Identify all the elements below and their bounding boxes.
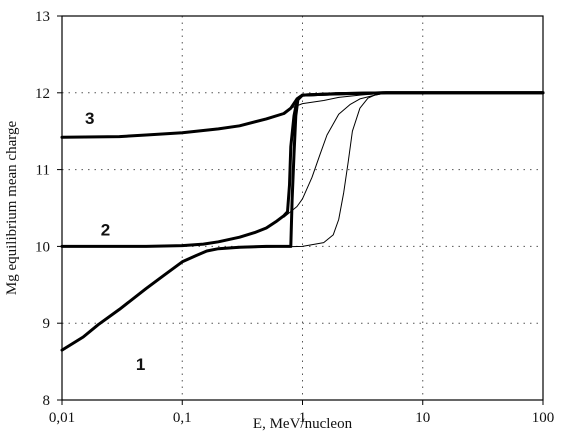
series-layer (60, 91, 545, 352)
series-line-6 (290, 92, 544, 109)
x-tick-label: 0,01 (49, 410, 75, 426)
x-tick-label: 100 (532, 410, 555, 426)
x-tick-label: 10 (415, 410, 430, 426)
series-line-5 (283, 92, 544, 218)
x-tick-label: 1 (299, 410, 307, 426)
series-line-1 (60, 91, 545, 352)
y-tick-label: 9 (43, 316, 51, 332)
x-axis-title: E, MeV/nucleon (253, 416, 353, 432)
curve-label-2: 2 (101, 221, 110, 240)
y-tick-label: 12 (35, 86, 50, 102)
y-tick-label: 10 (35, 239, 50, 255)
curve-label-layer: 1 2 3 (85, 109, 145, 374)
grid (62, 16, 543, 400)
y-tick-label: 8 (43, 393, 51, 409)
curve-label-1: 1 (136, 355, 145, 374)
x-tick-label: 0,1 (173, 410, 192, 426)
y-tick-label: 13 (35, 9, 50, 25)
y-tick-label: 11 (36, 163, 50, 179)
y-axis-title: Mg equilibrium mean charge (4, 121, 20, 296)
series-line-4 (217, 92, 544, 250)
series-line-3 (60, 91, 545, 139)
curve-label-3: 3 (85, 109, 94, 128)
